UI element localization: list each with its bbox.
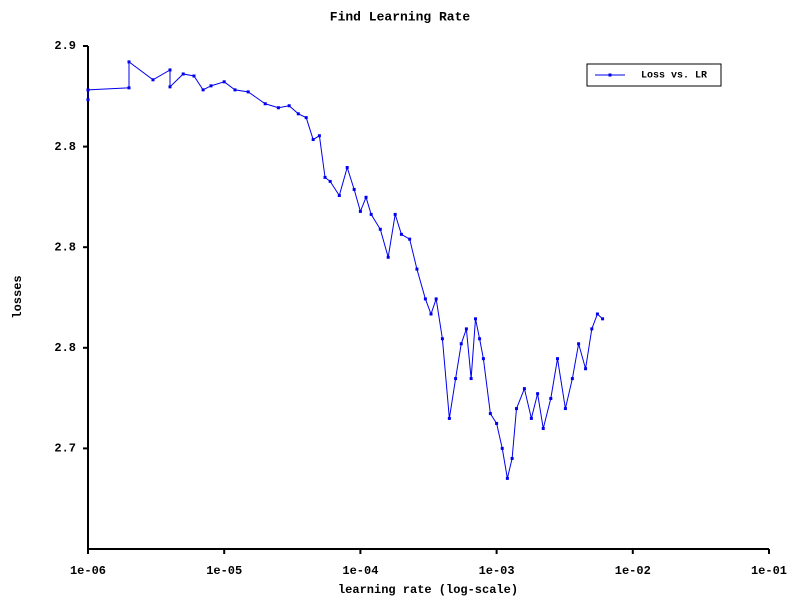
loss-point — [434, 297, 438, 301]
legend-label: Loss vs. LR — [641, 71, 707, 82]
loss-point — [86, 98, 90, 102]
chart-title: Find Learning Rate — [330, 9, 471, 24]
loss-point — [296, 112, 300, 116]
loss-point — [529, 416, 533, 420]
loss-point — [317, 134, 321, 138]
loss-point — [469, 377, 473, 381]
x-tick-label: 1e-05 — [206, 564, 242, 578]
x-tick-label: 1e-01 — [751, 564, 787, 578]
loss-point — [364, 195, 368, 199]
loss-point — [393, 212, 397, 216]
x-axis-label: learning rate (log-scale) — [338, 583, 518, 597]
loss-point — [311, 138, 315, 142]
loss-point — [481, 357, 485, 361]
loss-point — [201, 88, 205, 92]
loss-point — [287, 104, 291, 108]
loss-point — [563, 407, 567, 411]
loss-point — [345, 166, 349, 170]
loss-point — [168, 85, 172, 89]
loss-point — [127, 86, 131, 90]
legend-box — [586, 63, 722, 87]
loss-point — [447, 416, 451, 420]
loss-point — [386, 255, 390, 259]
loss-point — [86, 88, 90, 92]
loss-point — [474, 317, 478, 321]
loss-point — [570, 377, 574, 381]
x-tick-label: 1e-04 — [342, 564, 378, 578]
loss-point — [536, 392, 540, 396]
loss-point — [328, 179, 332, 183]
y-tick-label: 2.9 — [54, 39, 76, 53]
loss-point — [352, 187, 356, 191]
loss-point — [408, 237, 412, 241]
loss-point — [459, 342, 463, 346]
loss-point — [549, 397, 553, 401]
loss-line — [87, 60, 603, 479]
loss-point — [515, 407, 519, 411]
y-tick-label: 2.8 — [54, 341, 76, 355]
loss-point — [541, 426, 545, 430]
loss-point — [151, 78, 155, 82]
loss-point — [464, 327, 468, 331]
y-tick-label: 2.8 — [54, 140, 76, 154]
loss-point — [399, 232, 403, 236]
loss-point — [192, 74, 196, 78]
loss-point — [488, 412, 492, 416]
loss-point — [478, 337, 482, 341]
loss-point — [423, 297, 427, 301]
y-axis-label: losses — [11, 275, 25, 318]
loss-point — [168, 68, 172, 72]
loss-point — [222, 80, 226, 84]
x-tick-label: 1e-02 — [615, 564, 651, 578]
x-tick-label: 1e-03 — [479, 564, 515, 578]
loss-point — [440, 337, 444, 341]
loss-point — [495, 421, 499, 425]
loss-point — [263, 102, 267, 106]
loss-point — [500, 446, 504, 450]
y-tick-label: 2.8 — [54, 240, 76, 254]
loss-point — [369, 212, 373, 216]
x-tick-label: 1e-06 — [70, 564, 106, 578]
loss-point — [510, 456, 514, 460]
loss-point — [181, 72, 185, 76]
loss-point — [127, 60, 131, 64]
loss-point — [454, 377, 458, 381]
loss-point — [601, 317, 605, 321]
loss-point — [429, 312, 433, 316]
loss-point — [358, 209, 362, 213]
loss-point — [246, 90, 250, 94]
legend-marker — [608, 73, 612, 77]
loss-point — [590, 327, 594, 331]
loss-point — [323, 175, 327, 179]
loss-point — [337, 193, 341, 197]
y-tick-label: 2.7 — [54, 442, 76, 456]
loss-point — [209, 84, 213, 88]
loss-point — [415, 267, 419, 271]
loss-point — [276, 106, 280, 110]
loss-point — [522, 387, 526, 391]
loss-point — [556, 357, 560, 361]
loss-point — [584, 367, 588, 371]
loss-point — [595, 312, 599, 316]
loss-point — [304, 116, 308, 120]
loss-point — [233, 88, 237, 92]
loss-point — [378, 227, 382, 231]
loss-point — [505, 476, 509, 480]
loss-point — [577, 342, 581, 346]
